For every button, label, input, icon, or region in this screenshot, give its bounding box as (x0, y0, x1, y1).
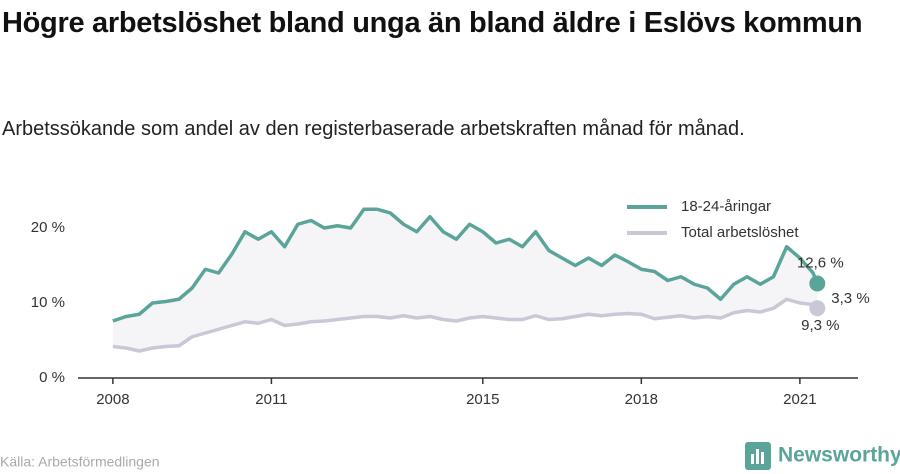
brand-logo (745, 442, 771, 470)
gap-area (112, 209, 818, 351)
brand: Newsworthy (778, 444, 900, 467)
y-tick-label: 20 % (31, 219, 65, 236)
value-label: 9,3 % (801, 317, 839, 334)
annotation: 3,3 % (831, 290, 869, 307)
series-line (112, 297, 819, 353)
legend-label: Total arbetslöshet (681, 224, 799, 241)
legend-label: 18-24-åringar (681, 198, 771, 215)
x-tick-label: 2008 (96, 391, 129, 408)
y-tick-label: 0 % (39, 369, 65, 386)
chart-subtitle: Arbetssökande som andel av den registerb… (2, 118, 745, 140)
end-dot (809, 275, 826, 292)
end-dot (809, 300, 826, 317)
x-tick-label: 2018 (625, 391, 658, 408)
x-tick-label: 2015 (466, 391, 499, 408)
x-tick-label: 2011 (255, 391, 287, 408)
chart-title: Högre arbetslöshet bland unga än bland ä… (2, 7, 863, 39)
source: Källa: Arbetsförmedlingen (0, 454, 160, 470)
y-tick-label: 10 % (31, 294, 65, 311)
series-line (112, 207, 819, 323)
x-tick-label: 2021 (783, 391, 816, 408)
value-label: 12,6 % (797, 254, 844, 271)
